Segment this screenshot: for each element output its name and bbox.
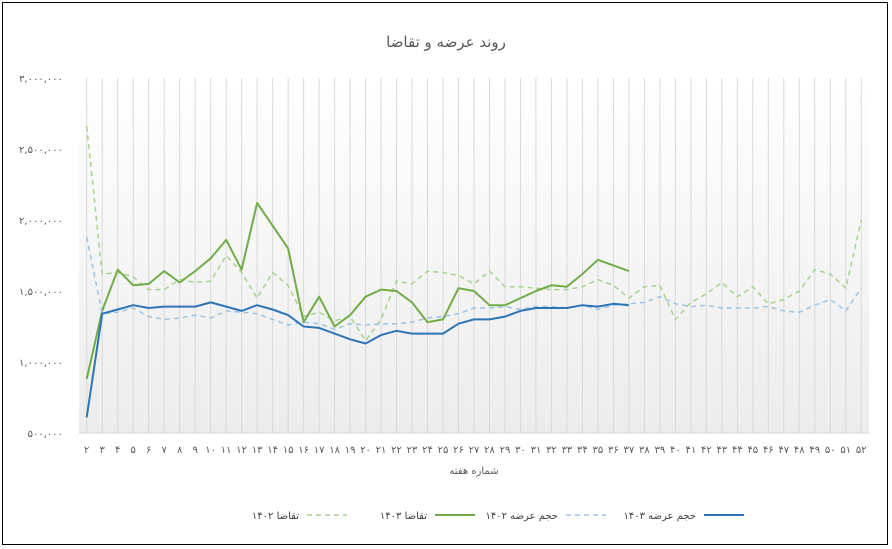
x-tick-label: ۴۹ bbox=[809, 445, 820, 456]
x-tick-label: ۴۵ bbox=[747, 445, 758, 456]
x-tick-label: ۲ bbox=[84, 445, 89, 456]
x-tick-label: ۳۲ bbox=[546, 445, 557, 456]
x-tick-label: ۴۴ bbox=[732, 445, 743, 456]
series-line-1 bbox=[85, 126, 863, 342]
x-tick-label: ۵۲ bbox=[856, 445, 867, 456]
x-tick-label: ۱۵ bbox=[283, 445, 294, 456]
x-tick-label: ۴۲ bbox=[701, 445, 712, 456]
x-tick-label: ۴۰ bbox=[670, 445, 681, 456]
series-line-3 bbox=[85, 236, 862, 331]
x-tick-label: ۳۶ bbox=[608, 445, 619, 456]
x-axis-ticks: ۲ ۳ ۴ ۵ ۶ ۷ ۸ ۹ ۱۰ ۱۱ ۱۲ ۱۳ ۱۴ ۱۵ ۱۶ ۱۷ ۱۸ ۱۹ ۲۰ ۲۱ ۲۲ ۲۳ ۲۴ ۲۵… bbox=[84, 445, 867, 456]
x-tick-label: ۳ bbox=[100, 445, 106, 456]
series-line-2 bbox=[85, 202, 630, 380]
x-tick-label: ۲۶ bbox=[453, 445, 464, 456]
y-tick-label: ۵۰۰,۰۰۰ bbox=[28, 429, 63, 440]
x-tick-label: ۶ bbox=[146, 445, 151, 456]
legend-entry: تقاضا ۱۴۰۳ bbox=[380, 511, 427, 522]
x-tick-label: ۳۵ bbox=[593, 445, 604, 456]
x-tick-label: ۲۹ bbox=[500, 445, 511, 456]
series-line-4 bbox=[85, 301, 629, 418]
x-tick-label: ۴۱ bbox=[685, 445, 696, 456]
x-tick-label: ۳۴ bbox=[577, 445, 588, 456]
gridlines bbox=[86, 78, 862, 433]
x-tick-label: ۳۷ bbox=[624, 445, 635, 456]
y-tick-label: ۱,۰۰۰,۰۰۰ bbox=[19, 358, 63, 369]
x-tick-label: ۴۷ bbox=[778, 445, 789, 456]
x-tick-label: ۱۱ bbox=[221, 445, 232, 456]
x-tick-label: ۵۱ bbox=[840, 445, 851, 456]
x-tick-label: ۲۷ bbox=[469, 445, 480, 456]
legend: تقاضا ۱۴۰۲ تقاضا ۱۴۰۳ حجم عرضه ۱۴۰۲ حجم عرض… bbox=[252, 511, 744, 522]
legend-entry: حجم عرضه ۱۴۰۳ bbox=[624, 511, 696, 522]
x-tick-label: ۱۴ bbox=[267, 445, 278, 456]
series-lines bbox=[85, 126, 863, 418]
x-tick-label: ۲۰ bbox=[360, 445, 371, 456]
x-tick-label: ۲۸ bbox=[484, 445, 495, 456]
x-tick-label: ۱۳ bbox=[252, 445, 263, 456]
y-tick-label: ۲,۰۰۰,۰۰۰ bbox=[19, 216, 63, 227]
x-tick-label: ۲۲ bbox=[391, 445, 402, 456]
x-tick-label: ۷ bbox=[162, 445, 168, 456]
x-tick-label: ۴۸ bbox=[794, 445, 805, 456]
y-tick-label: ۱,۵۰۰,۰۰۰ bbox=[19, 287, 63, 298]
legend-entry: تقاضا ۱۴۰۲ bbox=[252, 511, 299, 522]
x-tick-label: ۱۸ bbox=[329, 445, 340, 456]
x-tick-label: ۴۶ bbox=[763, 445, 774, 456]
line-chart: روند عرضه و تقاضا ۵۰۰,۰۰۰ ۱,۰۰۰,۰۰۰ ۱,۵۰۰,… bbox=[19, 33, 869, 522]
x-tick-label: ۲۴ bbox=[422, 445, 433, 456]
legend-entry: حجم عرضه ۱۴۰۲ bbox=[486, 511, 558, 522]
x-tick-label: ۱۶ bbox=[298, 445, 309, 456]
chart-title: روند عرضه و تقاضا bbox=[386, 33, 506, 51]
x-tick-label: ۹ bbox=[192, 445, 197, 456]
x-tick-label: ۱۰ bbox=[205, 445, 216, 456]
x-tick-label: ۳۹ bbox=[655, 445, 666, 456]
x-tick-label: ۱۷ bbox=[314, 445, 325, 456]
x-tick-label: ۳۳ bbox=[562, 445, 573, 456]
x-tick-label: ۳۰ bbox=[515, 445, 526, 456]
x-tick-label: ۵۰ bbox=[825, 445, 836, 456]
x-tick-label: ۲۱ bbox=[376, 445, 387, 456]
x-tick-label: ۳۸ bbox=[639, 445, 650, 456]
x-tick-label: ۱۲ bbox=[236, 445, 247, 456]
x-tick-label: ۴ bbox=[115, 445, 120, 456]
x-tick-label: ۲۵ bbox=[438, 445, 449, 456]
x-tick-label: ۳۱ bbox=[531, 445, 542, 456]
x-tick-label: ۴۳ bbox=[716, 445, 727, 456]
x-tick-label: ۱۹ bbox=[345, 445, 356, 456]
x-tick-label: ۵ bbox=[131, 445, 136, 456]
x-tick-label: ۸ bbox=[177, 445, 183, 456]
y-tick-label: ۳,۰۰۰,۰۰۰ bbox=[19, 74, 63, 85]
x-axis-label: شماره هفته bbox=[449, 466, 498, 477]
x-tick-label: ۲۳ bbox=[407, 445, 418, 456]
y-axis-ticks: ۵۰۰,۰۰۰ ۱,۰۰۰,۰۰۰ ۱,۵۰۰,۰۰۰ ۲,۰۰۰,۰۰۰ ۲,۵۰۰,… bbox=[19, 74, 63, 440]
y-tick-label: ۲,۵۰۰,۰۰۰ bbox=[19, 145, 63, 156]
